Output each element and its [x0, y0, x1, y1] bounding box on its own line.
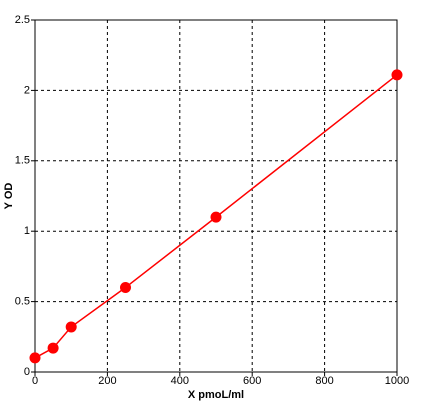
- plot-border: [34, 19, 398, 373]
- data-point: [29, 352, 41, 364]
- x-tick-label: 200: [98, 375, 116, 387]
- x-axis-label: X pmoL/ml: [188, 389, 244, 401]
- data-point: [120, 282, 131, 294]
- x-tick-label: 600: [243, 375, 261, 387]
- y-tick-label: 0.5: [15, 296, 30, 308]
- x-tick-label: 0: [32, 375, 38, 387]
- plot-area: [35, 20, 397, 372]
- x-tick-label: 1000: [385, 375, 409, 387]
- data-point: [65, 321, 77, 333]
- y-tick-label: 1: [24, 225, 30, 237]
- x-tick-label: 400: [171, 375, 189, 387]
- data-point: [47, 342, 59, 354]
- y-tick-label: 1.5: [15, 155, 30, 167]
- data-point: [210, 211, 222, 223]
- y-tick-label: 2: [24, 84, 30, 96]
- y-tick-label: 0: [24, 366, 30, 378]
- data-point: [391, 69, 403, 81]
- x-tick-label: 800: [315, 375, 333, 387]
- y-axis-label: Y OD: [3, 183, 15, 210]
- y-tick-label: 2.5: [15, 14, 30, 26]
